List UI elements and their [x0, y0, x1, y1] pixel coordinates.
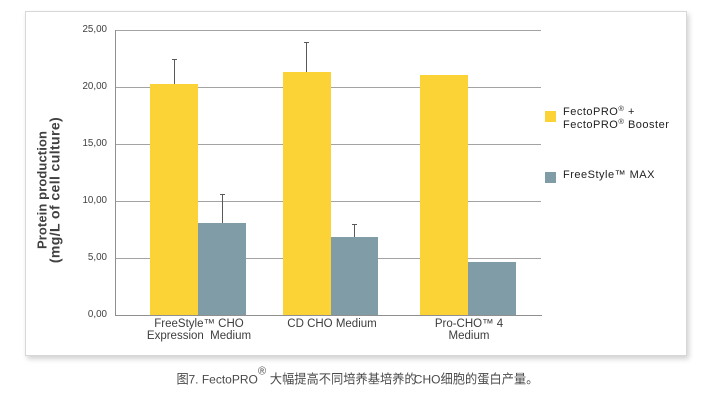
svg-text:®: ®	[258, 366, 266, 378]
svg-text:7. FectoPRO: 7. FectoPRO	[189, 373, 258, 387]
svg-text:CHO: CHO	[414, 373, 441, 387]
